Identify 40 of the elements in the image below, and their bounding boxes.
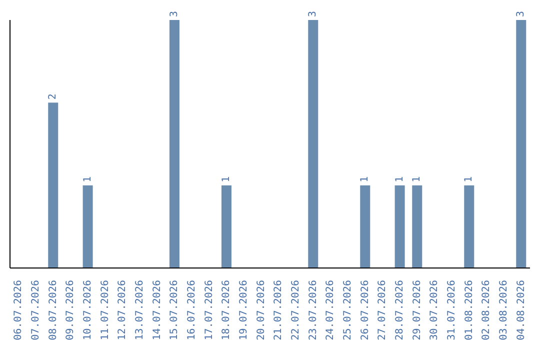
x-tick-label: 20.07.2026 [256,280,267,340]
x-tick-label: 10.07.2026 [82,280,94,340]
data-label: 3 [308,10,319,17]
x-tick-label: 18.07.2026 [221,280,232,340]
x-tick-label: 25.07.2026 [342,280,354,340]
x-tick-label: 26.07.2026 [360,280,371,340]
data-label: 1 [412,176,423,182]
x-tick-label: 15.07.2026 [169,280,180,340]
data-label: 1 [220,176,232,182]
x-tick-label: 19.07.2026 [238,280,250,340]
x-tick-label: 07.07.2026 [30,280,42,340]
x-tick-label: 12.07.2026 [117,280,128,340]
x-tick-label: 23.07.2026 [308,280,319,340]
x-tick-label: 06.07.2026 [13,280,24,340]
x-tick-label: 28.07.2026 [394,280,406,340]
data-label: 1 [360,176,371,182]
data-label: 1 [82,176,94,182]
x-tick-label: 31.07.2026 [446,280,458,340]
x-tick-label: 08.07.2026 [48,280,59,340]
x-tick-label: 03.08.2026 [498,280,510,340]
x-tick-label: 01.08.2026 [464,280,475,340]
x-tick-label: 02.08.2026 [481,280,492,340]
x-tick-label: 21.07.2026 [273,280,284,340]
x-tick-label: 13.07.2026 [134,280,146,340]
data-label: 3 [168,10,180,17]
x-tick-label: 04.08.2026 [516,280,527,340]
data-label: 1 [464,176,475,182]
x-tick-label: 09.07.2026 [65,280,76,340]
x-tick-label: 27.07.2026 [377,280,388,340]
x-tick-label: 17.07.2026 [204,280,215,340]
x-tick-label: 22.07.2026 [290,280,302,340]
data-label: 3 [516,10,527,17]
x-tick-label: 11.07.2026 [100,280,111,340]
x-tick-label: 14.07.2026 [152,280,163,340]
x-tick-label: 30.07.2026 [429,280,440,340]
data-label: 1 [394,176,406,182]
x-tick-label: 29.07.2026 [412,280,423,340]
data-label: 2 [48,94,59,100]
x-tick-label: 16.07.2026 [186,280,198,340]
x-tick-label: 24.07.2026 [325,280,336,340]
